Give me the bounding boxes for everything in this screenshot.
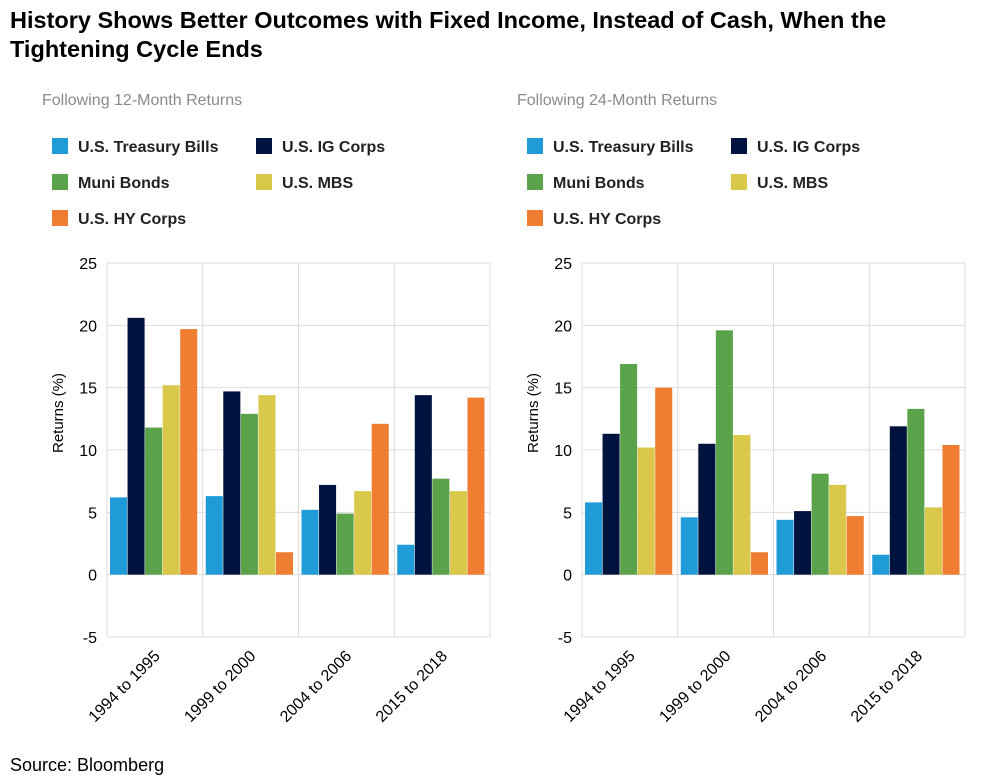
bar <box>602 433 620 575</box>
bar <box>336 513 354 575</box>
bar <box>371 423 389 575</box>
legend-swatch <box>527 138 543 154</box>
bar <box>637 447 655 575</box>
bar <box>354 491 372 575</box>
x-tick-label: 2004 to 2006 <box>752 648 830 726</box>
bar <box>655 387 673 575</box>
legend-label: U.S. Treasury Bills <box>78 139 219 156</box>
bar <box>110 497 128 575</box>
bar <box>733 435 751 575</box>
bar <box>942 445 960 575</box>
x-tick-label: 2015 to 2018 <box>373 648 451 726</box>
x-tick-label: 2004 to 2006 <box>277 648 355 726</box>
bar <box>127 317 145 575</box>
bar <box>680 517 698 575</box>
y-tick-label: -5 <box>558 630 572 647</box>
legend-swatch <box>731 138 747 154</box>
legend-swatch <box>527 174 543 190</box>
legend-swatch <box>52 210 68 226</box>
bar <box>872 554 890 575</box>
legend-label: Muni Bonds <box>553 175 645 192</box>
x-tick-label: 1999 to 2000 <box>656 648 734 726</box>
x-tick-label: 1999 to 2000 <box>181 648 259 726</box>
bar <box>397 544 415 575</box>
bar <box>275 552 293 575</box>
bar <box>301 509 319 575</box>
legend-label: U.S. MBS <box>282 175 353 192</box>
bar <box>145 427 163 575</box>
legend-swatch <box>731 174 747 190</box>
y-axis-label: Returns (%) <box>525 373 542 453</box>
legend-swatch <box>52 138 68 154</box>
y-tick-label: 0 <box>563 568 572 585</box>
y-tick-label: 25 <box>79 256 97 273</box>
chart-subtitle: Following 24-Month Returns <box>517 92 717 109</box>
y-tick-label: 5 <box>563 505 572 522</box>
bar <box>794 511 812 575</box>
y-tick-label: 15 <box>79 381 97 398</box>
source-note: Source: Bloomberg <box>10 755 165 775</box>
legend-swatch <box>256 174 272 190</box>
legend-swatch <box>52 174 68 190</box>
legend-label: U.S. IG Corps <box>282 139 385 156</box>
y-tick-label: 20 <box>554 318 572 335</box>
bar <box>414 395 432 575</box>
title-line-2: Tightening Cycle Ends <box>10 36 263 62</box>
bar <box>776 519 794 575</box>
bar <box>258 395 276 575</box>
bar <box>449 491 467 575</box>
bar <box>180 329 198 575</box>
bar <box>698 443 716 575</box>
bar <box>811 473 829 575</box>
bar <box>620 363 638 575</box>
bar <box>223 391 241 575</box>
legend-label: U.S. Treasury Bills <box>553 139 694 156</box>
chart-title: History Shows Better Outcomes with Fixed… <box>10 6 886 64</box>
y-tick-label: 20 <box>79 318 97 335</box>
x-tick-label: 1994 to 1995 <box>86 648 164 726</box>
legend-label: Muni Bonds <box>78 175 170 192</box>
y-tick-label: 25 <box>554 256 572 273</box>
bar <box>162 385 180 575</box>
legend-swatch <box>256 138 272 154</box>
bar <box>715 330 733 575</box>
bar <box>846 516 864 575</box>
y-tick-label: 0 <box>88 568 97 585</box>
y-axis-label: Returns (%) <box>50 373 67 453</box>
bar <box>585 502 603 575</box>
bar <box>205 496 223 575</box>
bar <box>432 478 450 575</box>
bar <box>889 426 907 575</box>
x-tick-label: 1994 to 1995 <box>561 648 639 726</box>
legend-label: U.S. HY Corps <box>78 211 186 228</box>
y-tick-label: 5 <box>88 505 97 522</box>
title-line-1: History Shows Better Outcomes with Fixed… <box>10 7 887 33</box>
x-tick-label: 2015 to 2018 <box>848 648 926 726</box>
bar <box>467 397 485 575</box>
bar <box>240 413 258 575</box>
legend-label: U.S. IG Corps <box>757 139 860 156</box>
legend-label: U.S. MBS <box>757 175 828 192</box>
y-tick-label: 15 <box>554 381 572 398</box>
legend-swatch <box>527 210 543 226</box>
bar <box>750 552 768 575</box>
legend-label: U.S. HY Corps <box>553 211 661 228</box>
y-tick-label: -5 <box>83 630 97 647</box>
y-tick-label: 10 <box>79 443 97 460</box>
chart-subtitle: Following 12-Month Returns <box>42 92 242 109</box>
bar <box>829 484 847 575</box>
bar <box>924 507 942 575</box>
y-tick-label: 10 <box>554 443 572 460</box>
bar <box>907 408 925 575</box>
bar <box>319 484 337 575</box>
